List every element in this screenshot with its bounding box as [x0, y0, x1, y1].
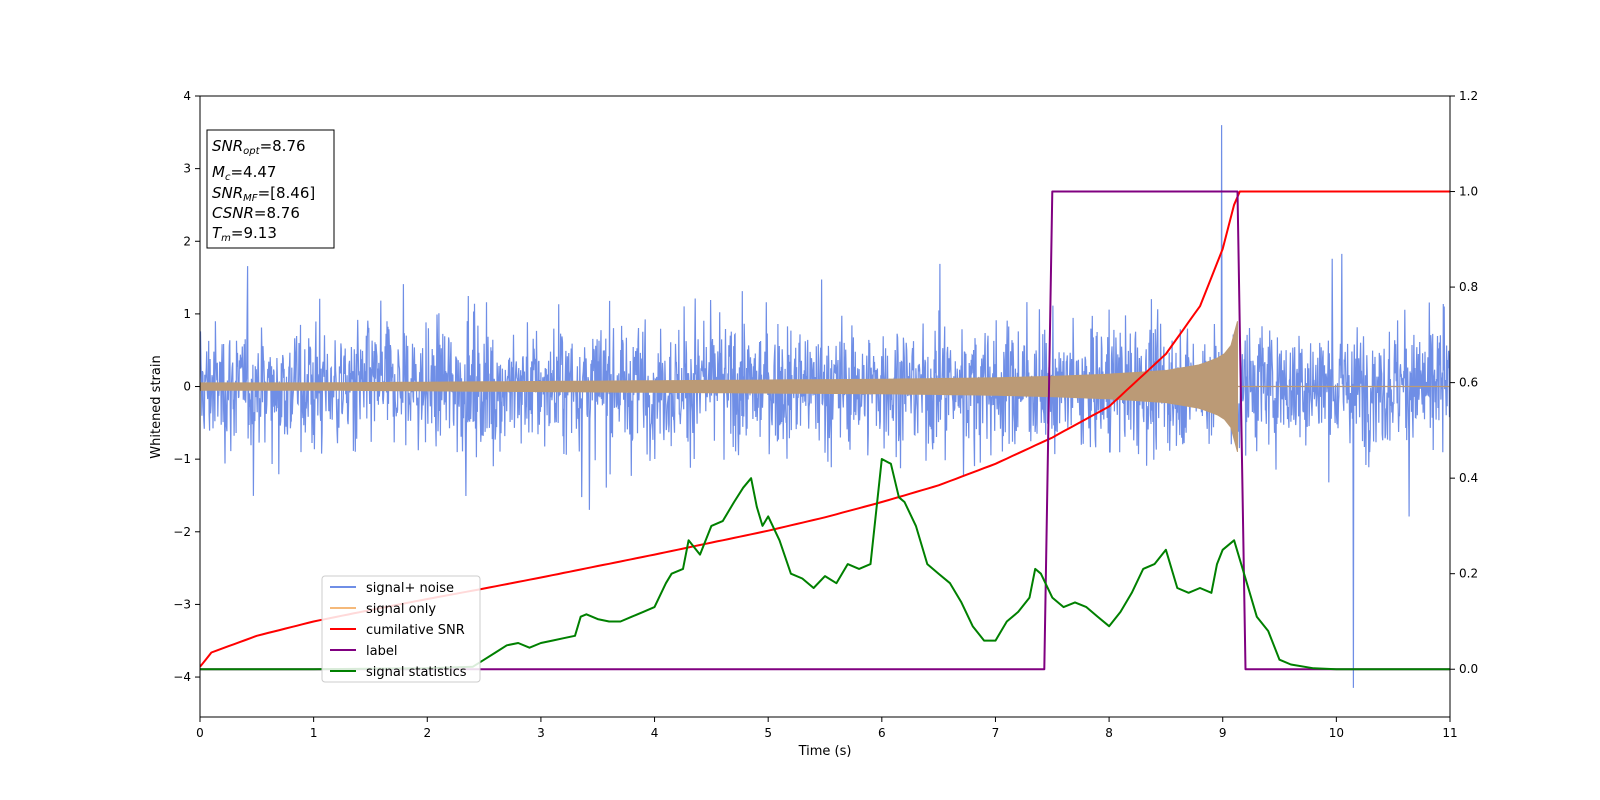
annotation-mc: Mc=4.47: [212, 163, 276, 183]
y-right-tick-label: 0.2: [1459, 567, 1478, 581]
x-tick-label: 0: [196, 726, 204, 740]
y-right-tick-label: 0.6: [1459, 376, 1478, 390]
x-tick-label: 3: [537, 726, 545, 740]
x-tick-label: 6: [878, 726, 886, 740]
y-left-tick-label: −1: [173, 452, 191, 466]
x-tick-label: 11: [1442, 726, 1457, 740]
x-tick-label: 8: [1105, 726, 1113, 740]
annotation-snr-opt: SNRopt=8.76: [212, 137, 306, 157]
y-right-tick-label: 0.8: [1459, 280, 1478, 294]
legend-label-signal-noise: signal+ noise: [366, 581, 454, 596]
y-left-tick-label: −4: [173, 670, 191, 684]
x-tick-label: 7: [992, 726, 1000, 740]
annotation-frame: [206, 129, 335, 249]
legend-label-cumulative-snr: cumilative SNR: [366, 623, 465, 638]
legend-label-label: label: [366, 644, 397, 659]
y-left-tick-label: −2: [173, 525, 191, 539]
legend-label-signal-statistics: signal statistics: [366, 665, 467, 680]
y-left-tick-label: 1: [183, 307, 191, 321]
legend-label-signal-only: signal only: [366, 602, 436, 617]
series-signal-only-envelope: [200, 321, 1238, 453]
y-left-tick-label: 0: [183, 380, 191, 394]
y-left-tick-label: −3: [173, 597, 191, 611]
legend-frame: [321, 575, 481, 683]
y-right-tick-label: 0.4: [1459, 471, 1478, 485]
annotation-box: SNRopt=8.76 Mc=4.47 SNRMF=[8.46] CSNR=8.…: [206, 129, 335, 249]
legend: signal+ noise signal only cumilative SNR…: [321, 575, 481, 683]
x-tick-label: 5: [764, 726, 772, 740]
annotation-tm: Tm=9.13: [212, 224, 277, 244]
x-tick-label: 9: [1219, 726, 1227, 740]
ticks: 0 1 2 3 4 5 6 7 8 9 10 1143210−1−2−3−41.21.00.80.60…: [173, 89, 1478, 740]
y-left-tick-label: 3: [183, 162, 191, 176]
x-tick-label: 4: [651, 726, 659, 740]
y-right-tick-label: 1.2: [1459, 89, 1478, 103]
y-axis-label-left: Whitened strain: [149, 355, 164, 458]
axes-frame: [199, 95, 1451, 718]
annotation-snr-mf: SNRMF=[8.46]: [212, 184, 315, 204]
annotation-csnr: CSNR=8.76: [212, 204, 300, 222]
y-left-tick-label: 4: [183, 89, 191, 103]
series-signal-statistics-line: [200, 458, 1450, 671]
x-tick-label: 10: [1329, 726, 1344, 740]
x-axis-label: Time (s): [798, 744, 852, 759]
y-left-tick-label: 2: [183, 234, 191, 248]
y-right-tick-label: 0.0: [1459, 662, 1478, 676]
y-right-tick-label: 1.0: [1459, 185, 1478, 199]
series-label-line: [200, 190, 1450, 671]
x-tick-label: 1: [310, 726, 318, 740]
x-tick-label: 2: [423, 726, 431, 740]
